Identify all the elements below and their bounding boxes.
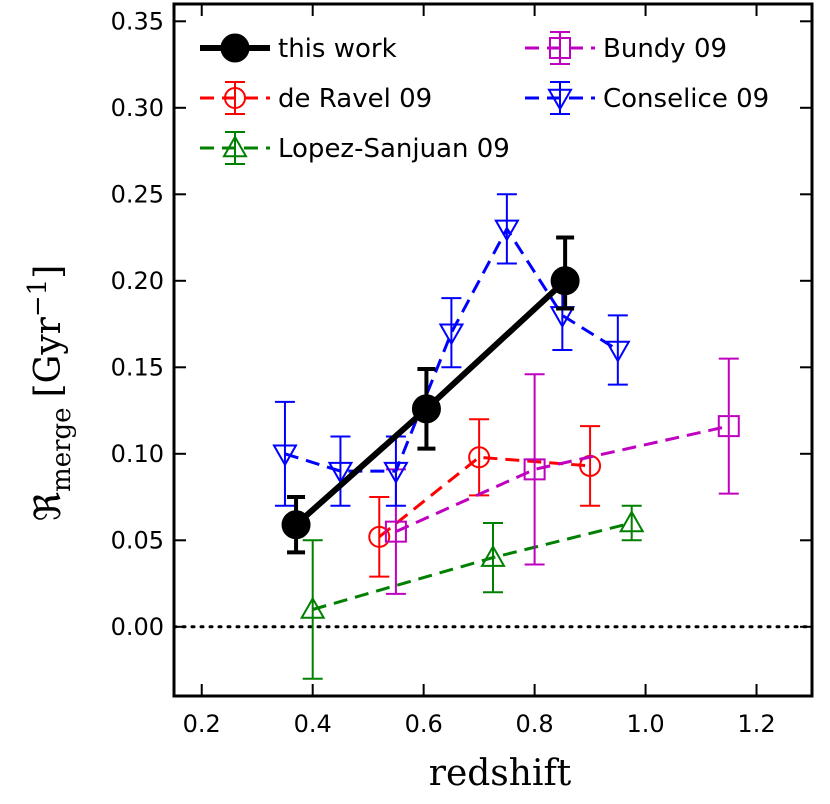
x-tick-label: 0.8 <box>516 710 554 738</box>
legend-marker <box>220 33 250 63</box>
legend-marker <box>224 87 246 109</box>
legend-label: Bundy 09 <box>603 34 727 64</box>
y-tick-label: 0.35 <box>111 7 164 35</box>
x-tick-label: 0.4 <box>294 710 332 738</box>
data-point <box>550 266 580 296</box>
y-tick-label: 0.20 <box>111 267 164 295</box>
data-point <box>468 446 491 469</box>
legend-label: Lopez-Sanjuan 09 <box>278 134 510 164</box>
data-point <box>523 458 546 481</box>
data-point <box>281 510 311 540</box>
svg-text:ℜmerge[Gyr−1]: ℜmerge [Gyr−1] <box>23 265 77 522</box>
x-tick-label: 0.2 <box>183 710 221 738</box>
data-point <box>618 509 645 533</box>
legend-label: de Ravel 09 <box>278 84 432 114</box>
data-point <box>411 394 441 424</box>
y-tick-label: 0.15 <box>111 353 164 381</box>
legend-marker <box>547 88 573 112</box>
data-point <box>327 461 354 485</box>
y-tick-label: 0.10 <box>111 440 164 468</box>
legend-label: Conselice 09 <box>603 84 769 114</box>
data-point <box>717 415 740 438</box>
y-axis-bracket-close: ] <box>28 265 69 279</box>
legend-label: this work <box>278 34 397 64</box>
legend-marker <box>222 134 248 158</box>
y-tick-label: 0.05 <box>111 526 164 554</box>
data-point <box>438 323 465 346</box>
data-point <box>494 219 520 242</box>
y-axis-exponent: −1 <box>23 279 53 317</box>
data-point <box>272 444 298 467</box>
x-axis-title: redshift <box>429 753 572 794</box>
y-axis-title: ℜmerge [Gyr−1] <box>23 265 77 522</box>
y-tick-label: 0.00 <box>111 613 164 641</box>
plot-frame <box>172 2 814 698</box>
x-tick-label: 1.2 <box>737 710 775 738</box>
y-tick-label: 0.25 <box>111 180 164 208</box>
data-point <box>299 596 326 619</box>
x-tick-label: 0.6 <box>405 710 443 738</box>
y-axis-unit: Gyr <box>28 316 69 383</box>
series-line <box>312 521 633 611</box>
data-point <box>480 544 506 567</box>
y-tick-label: 0.30 <box>111 94 164 122</box>
data-point <box>368 525 391 548</box>
y-axis-subscript: merge <box>47 407 77 492</box>
data-point <box>384 520 407 543</box>
y-axis-bracket-open: [ <box>28 383 69 397</box>
y-axis-symbol: ℜ <box>28 492 69 521</box>
series-line <box>378 455 591 539</box>
data-point <box>605 340 631 364</box>
data-point <box>383 461 409 485</box>
x-tick-label: 1.0 <box>626 710 664 738</box>
series-line <box>395 424 730 534</box>
legend-marker <box>549 37 571 59</box>
